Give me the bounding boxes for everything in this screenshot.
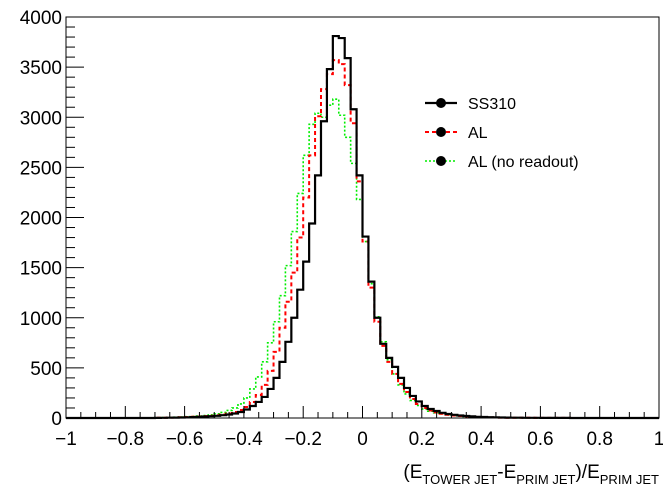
x-tick-label: −0.4 [225, 429, 263, 450]
x-tick-label: −0.6 [166, 429, 204, 450]
y-tick-label: 2000 [20, 209, 62, 230]
x-title-subscript: TOWER JET [422, 472, 497, 487]
legend-marker-0 [436, 98, 446, 108]
y-tick-label: 3000 [20, 108, 62, 129]
x-tick-label: 0 [357, 429, 368, 450]
histogram-lines [66, 34, 659, 420]
x-title-subscript: PRIM JET [600, 472, 659, 487]
y-tick-label: 0 [51, 409, 62, 430]
x-title-text: (E [403, 462, 422, 483]
y-tick-label: 500 [30, 359, 62, 380]
x-tick-label: 0.6 [527, 429, 553, 450]
x-tick-label: 0.8 [586, 429, 612, 450]
legend: SS310 AL AL (no readout) [425, 96, 579, 171]
x-title-subscript: PRIM JET [516, 472, 575, 487]
y-tick-label: 2500 [20, 158, 62, 179]
legend-label-2: AL (no readout) [468, 154, 579, 171]
y-axis: 0 500 1000 1500 2000 2500 3000 3500 4000 [20, 8, 84, 430]
y-tick-label: 1500 [20, 259, 62, 280]
x-tick-label: 0.4 [468, 429, 495, 450]
legend-label-0: SS310 [468, 96, 516, 113]
y-tick-label: 4000 [20, 8, 62, 29]
x-tick-label: 1 [654, 429, 663, 450]
y-tick-label: 3500 [20, 58, 62, 79]
x-title-text: )/E [575, 462, 599, 483]
legend-label-1: AL [468, 125, 488, 142]
x-tick-label: −0.8 [107, 429, 145, 450]
x-tick-label: −1 [55, 429, 77, 450]
legend-marker-2 [436, 156, 446, 166]
x-title-text: -E [497, 462, 516, 483]
x-tick-label: 0.2 [409, 429, 435, 450]
histogram-series-0 [66, 34, 659, 420]
y-tick-label: 1000 [20, 309, 62, 330]
x-axis-title: (ETOWER JET-EPRIM JET)/EPRIM JET [403, 462, 659, 487]
legend-marker-1 [436, 127, 446, 137]
x-axis: −1 −0.8 −0.6 −0.4 −0.2 0 0.2 0.4 0.6 0.8 1 [55, 406, 663, 450]
x-tick-label: −0.2 [284, 429, 322, 450]
